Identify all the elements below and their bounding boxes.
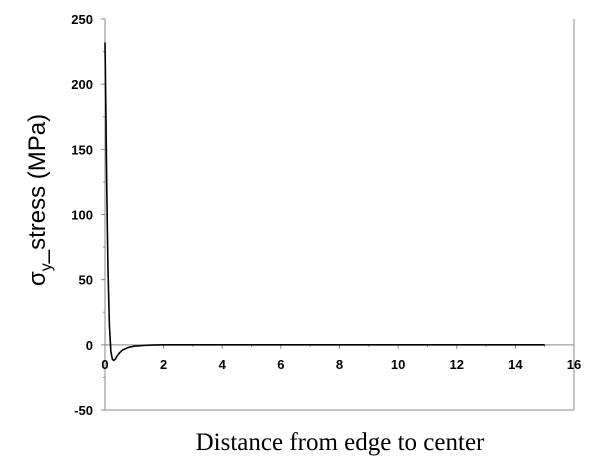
y-tick-label: 150: [71, 142, 93, 157]
y-tick-label: -50: [74, 403, 93, 418]
y-axis-label: σy_stress (MPa): [24, 114, 55, 286]
x-tick-label: 4: [219, 357, 227, 372]
x-ticks: 0 2 4 6 8 10 12 14 16: [101, 344, 581, 372]
x-tick-label: 2: [160, 357, 167, 372]
y-tick-label: 100: [71, 208, 93, 223]
stress-series-line: [104, 42, 545, 362]
x-axis-label: Distance from edge to center: [196, 429, 485, 456]
x-tick-label: 16: [567, 357, 581, 372]
y-ticks: -50 0 50 100 150 200 250: [71, 12, 105, 418]
y-axis-label-subscript: y: [38, 263, 55, 271]
x-tick-label: 12: [450, 357, 464, 372]
x-tick-label: 8: [336, 357, 343, 372]
x-tick-label: 14: [508, 357, 523, 372]
y-axis-label-rest: _stress (MPa): [24, 114, 51, 264]
y-axis-label-sigma: σ: [24, 271, 51, 286]
y-tick-label: 0: [86, 338, 93, 353]
y-tick-label: 50: [79, 273, 93, 288]
y-tick-label: 250: [71, 12, 93, 27]
axes: [104, 19, 575, 411]
y-tick-label: 200: [71, 77, 93, 92]
x-tick-label: 6: [277, 357, 284, 372]
x-tick-label: 10: [391, 357, 405, 372]
x-tick-label: 0: [101, 357, 108, 372]
